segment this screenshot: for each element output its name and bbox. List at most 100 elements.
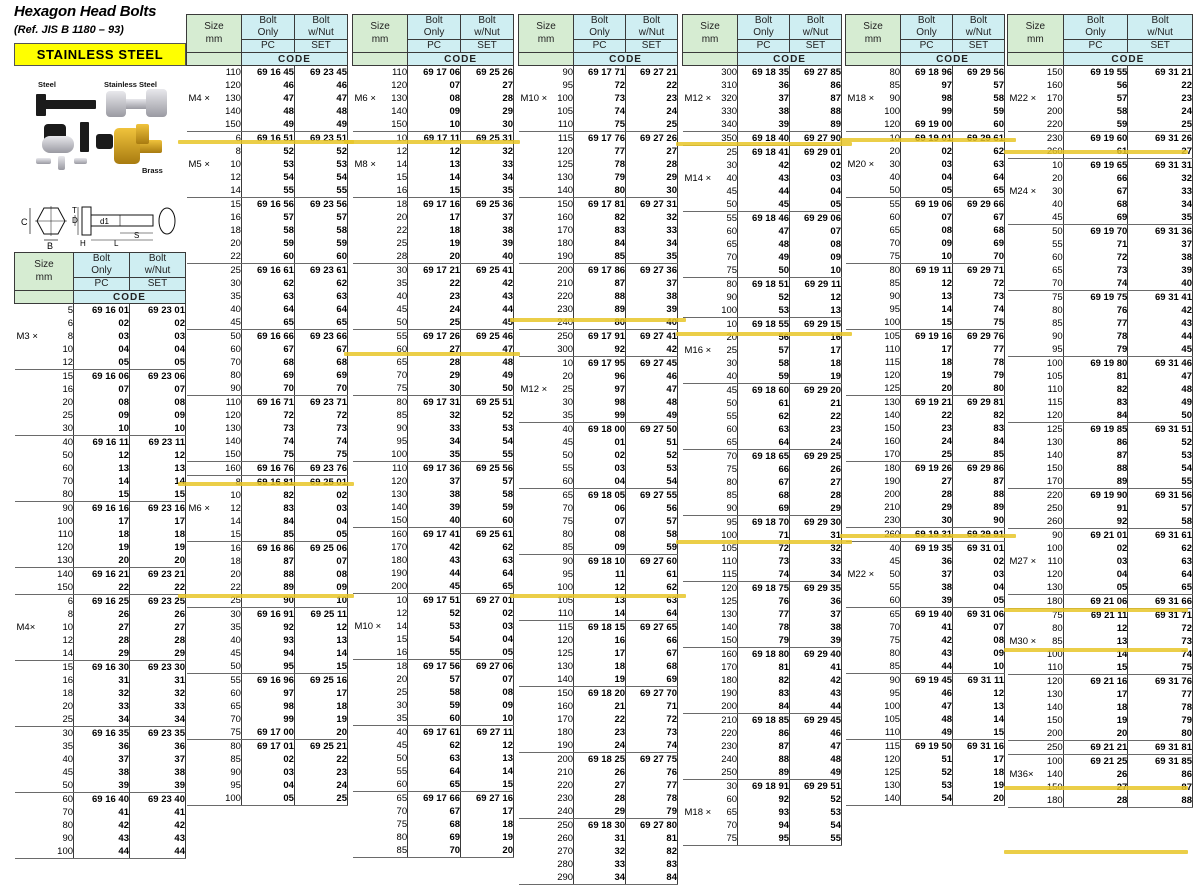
table-row[interactable]: 14 55 55 <box>186 184 349 198</box>
table-row[interactable]: 100 12 62 <box>518 581 678 594</box>
table-row[interactable]: 70 41 07 <box>845 621 1005 634</box>
table-row[interactable]: 25 34 34 <box>14 713 186 727</box>
table-row[interactable]: 200 69 18 25 69 27 75 <box>518 752 678 766</box>
table-row[interactable]: 140 74 74 <box>186 435 349 448</box>
table-row[interactable]: 270 32 82 <box>518 845 678 858</box>
table-row[interactable]: 160 56 22 <box>1007 79 1193 92</box>
table-row[interactable]: 45 94 14 <box>186 647 349 660</box>
table-row[interactable]: 18 69 17 56 69 27 06 <box>352 659 514 673</box>
table-row[interactable]: M10 × 14 53 03 <box>352 620 514 633</box>
table-row[interactable]: 70 74 40 <box>1007 277 1193 291</box>
table-row[interactable]: 35 63 63 <box>186 290 349 303</box>
table-row[interactable]: 130 86 52 <box>1007 436 1193 449</box>
table-row[interactable]: 8 69 16 81 69 25 01 <box>186 475 349 489</box>
table-row[interactable]: 120 69 19 00 60 <box>845 118 1005 132</box>
table-row[interactable]: 90 70 70 <box>186 382 349 396</box>
table-row[interactable]: 16 07 07 <box>14 383 186 396</box>
table-row[interactable]: 90 13 73 <box>845 290 1005 303</box>
table-row[interactable]: 300 92 42 <box>518 343 678 357</box>
table-row[interactable]: 190 27 87 <box>845 475 1005 488</box>
table-row[interactable]: M30 × 85 13 73 <box>1007 635 1193 648</box>
table-row[interactable]: 10 82 02 <box>186 489 349 502</box>
table-row[interactable]: 6 69 16 25 69 23 25 <box>14 594 186 608</box>
table-row[interactable]: 70 99 19 <box>186 713 349 726</box>
table-row[interactable]: 310 36 86 <box>682 79 842 92</box>
table-row[interactable]: 65 98 18 <box>186 700 349 713</box>
table-row[interactable]: 8 26 26 <box>14 608 186 621</box>
table-row[interactable]: 230 30 90 <box>845 514 1005 528</box>
table-row[interactable]: 20 33 33 <box>14 700 186 713</box>
table-row[interactable]: 130 79 29 <box>518 171 678 184</box>
table-row[interactable]: 150 88 54 <box>1007 462 1193 475</box>
table-row[interactable]: 50 05 65 <box>845 184 1005 198</box>
table-row[interactable]: 20 59 59 <box>186 237 349 250</box>
table-row[interactable]: 105 72 32 <box>682 542 842 555</box>
table-row[interactable]: 60 27 47 <box>352 343 514 356</box>
table-row[interactable]: 65 48 08 <box>682 238 842 251</box>
table-row[interactable]: 200 45 65 <box>352 580 514 594</box>
table-row[interactable]: 150 69 18 20 69 27 70 <box>518 686 678 700</box>
table-row[interactable]: 100 05 25 <box>186 792 349 806</box>
table-row[interactable]: 180 28 88 <box>1007 794 1193 808</box>
table-row[interactable]: 75 50 10 <box>682 264 842 278</box>
table-row[interactable]: 105 74 24 <box>518 105 678 118</box>
table-row[interactable]: 105 69 19 16 69 29 76 <box>845 329 1005 343</box>
table-row[interactable]: 95 04 24 <box>186 779 349 792</box>
table-row[interactable]: 150 40 60 <box>352 514 514 528</box>
table-row[interactable]: 140 80 30 <box>518 184 678 198</box>
table-row[interactable]: 40 69 17 61 69 27 11 <box>352 725 514 739</box>
table-row[interactable]: 160 21 71 <box>518 700 678 713</box>
table-row[interactable]: 40 69 19 35 69 31 01 <box>845 541 1005 555</box>
table-row[interactable]: M18 × 90 98 58 <box>845 92 1005 105</box>
table-row[interactable]: 90 69 17 71 69 27 21 <box>518 65 678 79</box>
table-row[interactable]: 150 27 87 <box>1007 781 1193 794</box>
table-row[interactable]: 130 77 37 <box>682 608 842 621</box>
table-row[interactable]: 50 63 13 <box>352 752 514 765</box>
table-row[interactable]: 95 11 61 <box>518 568 678 581</box>
table-row[interactable]: 110 15 75 <box>1007 661 1193 675</box>
table-row[interactable]: 100 99 59 <box>845 105 1005 118</box>
table-row[interactable]: 80 12 72 <box>1007 622 1193 635</box>
table-row[interactable]: 260 61 27 <box>1007 145 1193 159</box>
table-row[interactable]: 10 69 17 11 69 25 31 <box>352 131 514 145</box>
table-row[interactable]: 110 18 18 <box>14 528 186 541</box>
table-row[interactable]: 22 18 38 <box>352 224 514 237</box>
table-row[interactable]: 80 42 42 <box>14 819 186 832</box>
table-row[interactable]: 115 69 19 50 69 31 16 <box>845 739 1005 753</box>
table-row[interactable]: 100 14 74 <box>1007 648 1193 661</box>
table-row[interactable]: 130 73 73 <box>186 422 349 435</box>
table-row[interactable]: 20 88 08 <box>186 568 349 581</box>
table-row[interactable]: 16 15 35 <box>352 184 514 198</box>
table-row[interactable]: 55 69 17 26 69 25 46 <box>352 329 514 343</box>
table-row[interactable]: 120 51 17 <box>845 753 1005 766</box>
table-row[interactable]: 140 22 82 <box>845 409 1005 422</box>
table-row[interactable]: 160 69 17 41 69 25 61 <box>352 527 514 541</box>
table-row[interactable]: 50 12 12 <box>14 449 186 462</box>
table-row[interactable]: 18 58 58 <box>186 224 349 237</box>
table-row[interactable]: 30 10 10 <box>14 422 186 436</box>
table-row[interactable]: 210 29 89 <box>845 501 1005 514</box>
table-row[interactable]: 40 04 64 <box>845 171 1005 184</box>
table-row[interactable]: 140 39 59 <box>352 501 514 514</box>
table-row[interactable]: 80 69 18 51 69 29 11 <box>682 277 842 291</box>
table-row[interactable]: 170 22 72 <box>518 713 678 726</box>
table-row[interactable]: 6 02 02 <box>14 317 186 330</box>
table-row[interactable]: 80 76 42 <box>1007 304 1193 317</box>
table-row[interactable]: 70 67 17 <box>352 805 514 818</box>
table-row[interactable]: 240 80 40 <box>518 316 678 330</box>
table-row[interactable]: 115 18 78 <box>845 356 1005 369</box>
table-row[interactable]: M12 × 320 37 87 <box>682 92 842 105</box>
table-row[interactable]: 15 69 16 30 69 23 30 <box>14 660 186 674</box>
table-row[interactable]: 70 14 14 <box>14 475 186 488</box>
table-row[interactable]: 125 52 18 <box>845 766 1005 779</box>
table-row[interactable]: 20 57 07 <box>352 673 514 686</box>
table-row[interactable]: 120 72 72 <box>186 409 349 422</box>
table-row[interactable]: 75 42 08 <box>845 634 1005 647</box>
table-row[interactable]: 350 69 18 40 69 27 90 <box>682 131 842 146</box>
table-row[interactable]: 30 59 09 <box>352 699 514 712</box>
table-row[interactable]: 70 29 49 <box>352 369 514 382</box>
table-row[interactable]: 60 69 16 40 69 23 40 <box>14 792 186 806</box>
table-row[interactable]: 140 19 69 <box>518 673 678 687</box>
table-row[interactable]: 90 33 53 <box>352 422 514 435</box>
table-row[interactable]: 200 84 44 <box>682 700 842 714</box>
